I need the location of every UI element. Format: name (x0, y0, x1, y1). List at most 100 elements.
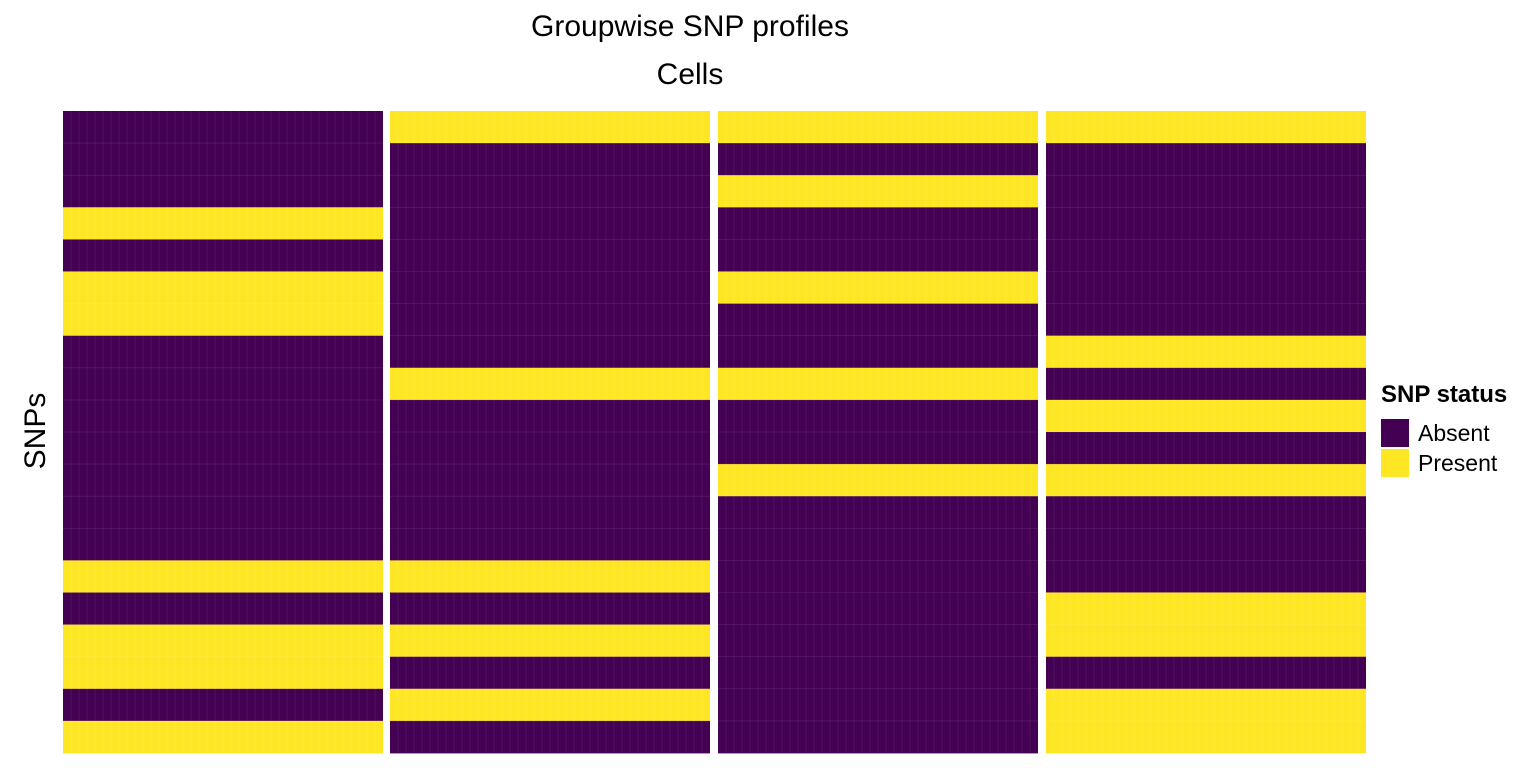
snp-row-band (718, 720, 1038, 754)
cell-gridlines (63, 111, 383, 753)
snp-row-band (390, 624, 710, 658)
snp-row-band (1046, 496, 1366, 529)
snp-row-band (718, 656, 1038, 690)
snp-row-band (718, 111, 1038, 144)
snp-row-band (718, 560, 1038, 593)
legend: SNP status Absent Present (1381, 380, 1507, 478)
snp-row-band (390, 143, 710, 176)
snp-row-band (1046, 464, 1366, 497)
snp-row-band (390, 175, 710, 208)
snp-row-band (718, 592, 1038, 625)
group-panel-3 (718, 111, 1038, 754)
snp-row-band (390, 720, 710, 754)
legend-item-present: Present (1381, 448, 1507, 478)
snp-row-band (718, 496, 1038, 529)
snp-row-band (390, 656, 710, 690)
snp-row-band (390, 239, 710, 272)
snp-row-band (390, 399, 710, 433)
snp-row-band (390, 335, 710, 369)
snp-row-band (1046, 656, 1366, 690)
snp-row-band (390, 207, 710, 240)
legend-swatch-present (1381, 449, 1409, 477)
legend-title: SNP status (1381, 381, 1508, 408)
snp-row-band (390, 111, 710, 144)
snp-row-band (1046, 111, 1366, 144)
snp-row-band (63, 720, 383, 754)
snp-row-band (1046, 143, 1366, 176)
snp-row-band (718, 239, 1038, 272)
snp-row-band (718, 464, 1038, 497)
snp-row-band (390, 464, 710, 497)
snp-row-band (718, 271, 1038, 304)
legend-label-present: Present (1418, 449, 1498, 476)
snp-row-band (63, 592, 383, 625)
snp-row-band (1046, 432, 1366, 465)
snp-row-band (1046, 688, 1366, 722)
group-panel-2 (390, 111, 710, 754)
snp-row-band (63, 464, 383, 497)
snp-row-band (63, 143, 383, 176)
snp-row-band (390, 271, 710, 304)
snp-row-band (718, 688, 1038, 722)
snp-row-band (1046, 624, 1366, 658)
snp-row-band (390, 528, 710, 561)
legend-swatch-absent (1381, 419, 1409, 447)
snp-row-band (63, 239, 383, 272)
snp-row-band (63, 528, 383, 561)
snp-row-band (63, 496, 383, 529)
group-panel-1 (63, 111, 383, 754)
snp-row-band (1046, 207, 1366, 240)
snp-row-band (718, 207, 1038, 240)
snp-row-band (63, 656, 383, 690)
legend-item-absent: Absent (1381, 418, 1507, 448)
snp-row-band (1046, 175, 1366, 208)
snp-row-band (390, 432, 710, 465)
snp-row-band (718, 143, 1038, 176)
snp-row-band (718, 335, 1038, 369)
snp-row-band (718, 367, 1038, 401)
x-axis-label: Cells (656, 58, 724, 91)
snp-row-band (1046, 560, 1366, 593)
snp-row-band (63, 560, 383, 593)
snp-row-band (718, 432, 1038, 465)
group-panel-4 (1046, 111, 1366, 754)
snp-row-band (718, 624, 1038, 658)
snp-row-band (1046, 271, 1366, 304)
snp-row-band (63, 432, 383, 465)
snp-row-band (390, 560, 710, 593)
snp-row-band (1046, 720, 1366, 754)
snp-row-band (63, 111, 383, 144)
snp-row-band (63, 399, 383, 433)
snp-row-band (718, 528, 1038, 561)
cell-gridlines (718, 111, 1038, 753)
snp-row-band (390, 303, 710, 337)
snp-row-band (1046, 592, 1366, 625)
legend-label-absent: Absent (1418, 419, 1490, 446)
chart-title: Groupwise SNP profiles (531, 10, 849, 43)
snp-row-band (63, 207, 383, 240)
snp-row-band (63, 624, 383, 658)
cell-gridlines (390, 111, 710, 753)
snp-row-band (390, 367, 710, 401)
cell-gridlines (1046, 111, 1366, 753)
snp-row-band (718, 175, 1038, 208)
snp-row-band (63, 271, 383, 304)
snp-row-band (63, 367, 383, 401)
snp-row-band (63, 175, 383, 208)
snp-row-band (718, 399, 1038, 433)
snp-row-band (1046, 399, 1366, 433)
snp-row-band (1046, 335, 1366, 369)
snp-row-band (390, 496, 710, 529)
snp-row-band (718, 303, 1038, 337)
snp-row-band (63, 688, 383, 722)
snp-row-band (390, 688, 710, 722)
snp-row-band (390, 592, 710, 625)
snp-row-band (63, 335, 383, 369)
snp-row-band (1046, 367, 1366, 401)
snp-row-band (1046, 239, 1366, 272)
snp-row-band (1046, 303, 1366, 337)
snp-row-band (1046, 528, 1366, 561)
snp-row-band (63, 303, 383, 337)
